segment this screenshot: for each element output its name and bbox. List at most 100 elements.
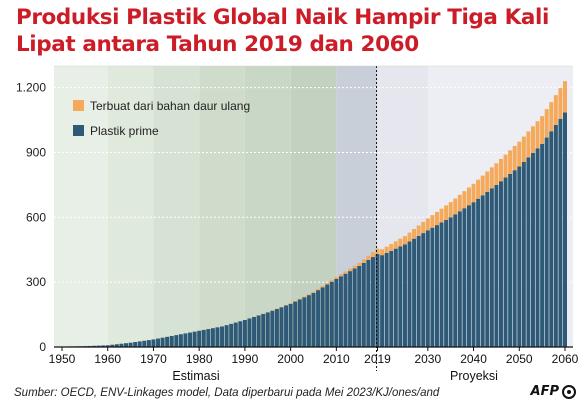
bar-prime-2037 [457,211,462,347]
bar-prime-1968 [142,340,147,347]
bar-prime-1996 [270,310,275,347]
bar-prime-2021 [384,252,389,347]
chart-title-line-2: Lipat antara Tahun 2019 dan 2060 [16,32,419,57]
bar-recycled-2032 [434,211,439,226]
bar-prime-2017 [366,259,371,347]
y-tick-label: 600 [26,210,46,224]
decade-band-2010 [336,66,378,347]
bar-recycled-2024 [398,238,403,247]
bar-prime-2006 [316,290,321,347]
x-tick-label: 2060 [552,352,579,366]
bar-prime-2052 [526,157,531,347]
bar-recycled-2043 [485,171,490,192]
decade-band-1990 [244,66,291,347]
bar-recycled-2031 [430,215,435,228]
bar-prime-1970 [151,339,156,347]
bar-prime-1967 [137,341,142,347]
bar-recycled-2036 [453,198,458,215]
bar-prime-2002 [297,299,302,347]
bar-prime-2028 [416,235,421,347]
bar-recycled-2060 [563,81,567,113]
bar-prime-2031 [430,227,435,347]
bar-recycled-2022 [389,244,394,251]
legend-swatch-recycled [73,100,84,111]
y-tick-label: 300 [26,275,46,289]
axes: 1950 1960 1970 1980 1990 2000 2010 2019 2030 2040… [49,65,579,371]
bar-recycled-2030 [425,218,430,231]
bar-recycled-2008 [325,283,330,285]
x-tick-label: 1960 [94,352,121,366]
x-tick-label: 2019 [364,352,391,366]
bar-prime-1986 [224,325,229,347]
bar-recycled-2050 [517,141,522,167]
bar-prime-1983 [210,328,215,347]
bar-recycled-2018 [370,252,375,258]
zone-label-projected: Proyeksi [450,369,498,383]
bar-recycled-2002 [297,298,302,300]
decade-band-1950 [54,66,108,347]
bar-prime-2007 [320,287,325,347]
decade-band-1970 [153,66,200,347]
decade-band-1960 [107,66,154,347]
bar-recycled-2059 [558,88,563,119]
bar-recycled-2054 [535,121,540,149]
bar-prime-1969 [146,340,151,347]
bar-prime-2016 [361,262,366,347]
bar-prime-1957 [92,345,96,347]
bar-recycled-2020 [380,249,385,256]
y-tick-label: 0 [39,340,46,354]
bar-recycled-2051 [521,136,526,162]
bar-recycled-2057 [549,102,554,132]
chart-title-line-1: Produksi Plastik Global Naik Hampir Tiga… [16,5,549,30]
bar-prime-2008 [325,284,330,347]
bar-prime-2056 [544,137,549,347]
bar-prime-2051 [521,161,526,347]
legend-swatch-prime [73,125,84,136]
bar-recycled-2038 [462,191,467,209]
bar-recycled-2047 [503,154,508,178]
legend: Terbuat dari bahan daur ulang Plastik pr… [73,99,250,138]
bar-prime-1981 [201,329,206,347]
bar-recycled-2003 [302,296,307,298]
bar-prime-2042 [480,195,485,347]
bar-prime-1965 [128,342,133,347]
bar-prime-2011 [338,276,343,347]
bar-prime-2012 [343,273,348,347]
bar-prime-2013 [348,271,353,347]
bar-prime-1998 [279,307,284,347]
bar-prime-2019 [375,254,380,347]
bar-prime-2035 [448,217,453,347]
bar-prime-2041 [476,198,481,347]
bar-prime-1966 [133,342,138,347]
bar-prime-2023 [393,248,398,347]
bar-prime-2024 [398,246,403,347]
bar-prime-1974 [169,335,174,347]
y-tick-label: 900 [26,145,46,159]
bar-series [60,81,567,347]
bar-prime-2004 [306,295,311,347]
bar-prime-1997 [274,308,279,347]
bar-recycled-2045 [494,163,499,185]
bar-prime-2038 [462,208,467,347]
bar-recycled-2015 [357,262,362,266]
bar-prime-2048 [508,173,513,347]
bar-recycled-2049 [512,145,517,171]
bar-prime-1994 [261,313,266,347]
x-tick-label: 2030 [414,352,441,366]
x-tick-label: 2050 [506,352,533,366]
bar-prime-1978 [188,332,193,347]
bar-recycled-2019 [375,248,380,255]
bar-prime-2049 [512,170,517,347]
bar-prime-2045 [494,184,499,347]
bar-prime-2000 [288,303,293,347]
bar-prime-1999 [284,305,289,347]
bar-prime-1989 [238,321,243,347]
bar-prime-2059 [558,118,563,347]
bar-prime-1961 [110,344,115,347]
bar-prime-2022 [389,250,394,347]
x-tick-label: 1970 [140,352,167,366]
bar-recycled-2001 [293,301,298,302]
afp-logo-icon [562,384,576,399]
bar-recycled-2035 [448,202,453,218]
legend-label-recycled: Terbuat dari bahan daur ulang [90,99,250,113]
